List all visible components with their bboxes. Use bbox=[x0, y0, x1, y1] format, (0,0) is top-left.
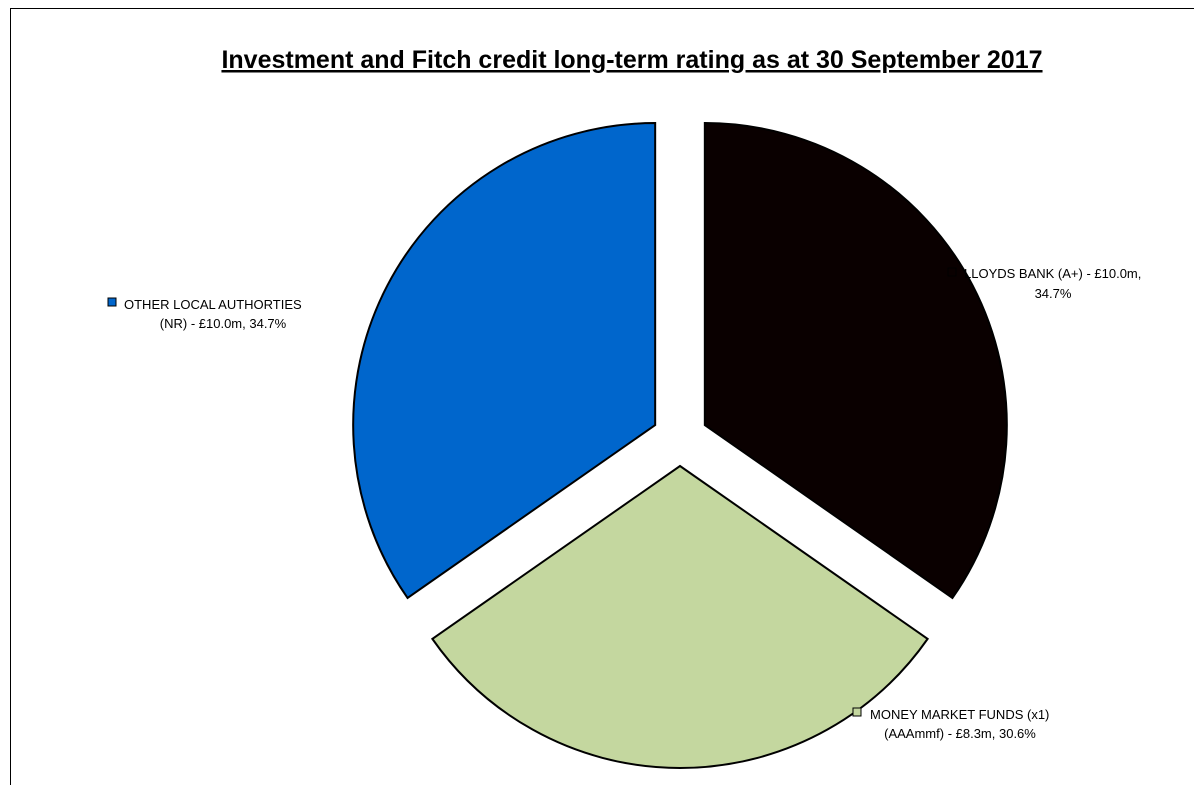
legend-key-2 bbox=[852, 707, 862, 717]
slice-label-line2-2: (AAAmmf) - £8.3m, 30.6% bbox=[884, 726, 1036, 741]
slice-label-line1-1: LLOYDS BANK (A+) - £10.0m, bbox=[964, 266, 1141, 281]
pie-slice-3 bbox=[352, 122, 657, 600]
slice-label-line1-3: OTHER LOCAL AUTHORTIES bbox=[124, 297, 302, 312]
pie-slice-2 bbox=[430, 464, 930, 769]
legend-key-3 bbox=[107, 297, 117, 307]
slice-label-line2-1: 34.7% bbox=[1035, 286, 1072, 301]
pie-slice-1 bbox=[703, 122, 1008, 600]
chart-frame bbox=[10, 8, 1194, 785]
slices-layer bbox=[352, 122, 1008, 769]
slice-label-2: MONEY MARKET FUNDS (x1) (AAAmmf) - £8.3m,… bbox=[852, 707, 1049, 741]
slice-label-line2-3: (NR) - £10.0m, 34.7% bbox=[160, 316, 287, 331]
slice-label-1: LLOYDS BANK (A+) - £10.0m, 34.7% bbox=[947, 266, 1141, 301]
labels-layer: LLOYDS BANK (A+) - £10.0m, 34.7% MONEY MAR… bbox=[107, 266, 1141, 741]
slice-label-3: OTHER LOCAL AUTHORTIES (NR) - £10.0m, 34.… bbox=[107, 297, 302, 331]
legend-key-1 bbox=[947, 267, 957, 277]
slice-label-line1-2: MONEY MARKET FUNDS (x1) bbox=[870, 707, 1049, 722]
chart-title: Investment and Fitch credit long-term ra… bbox=[221, 46, 1042, 74]
